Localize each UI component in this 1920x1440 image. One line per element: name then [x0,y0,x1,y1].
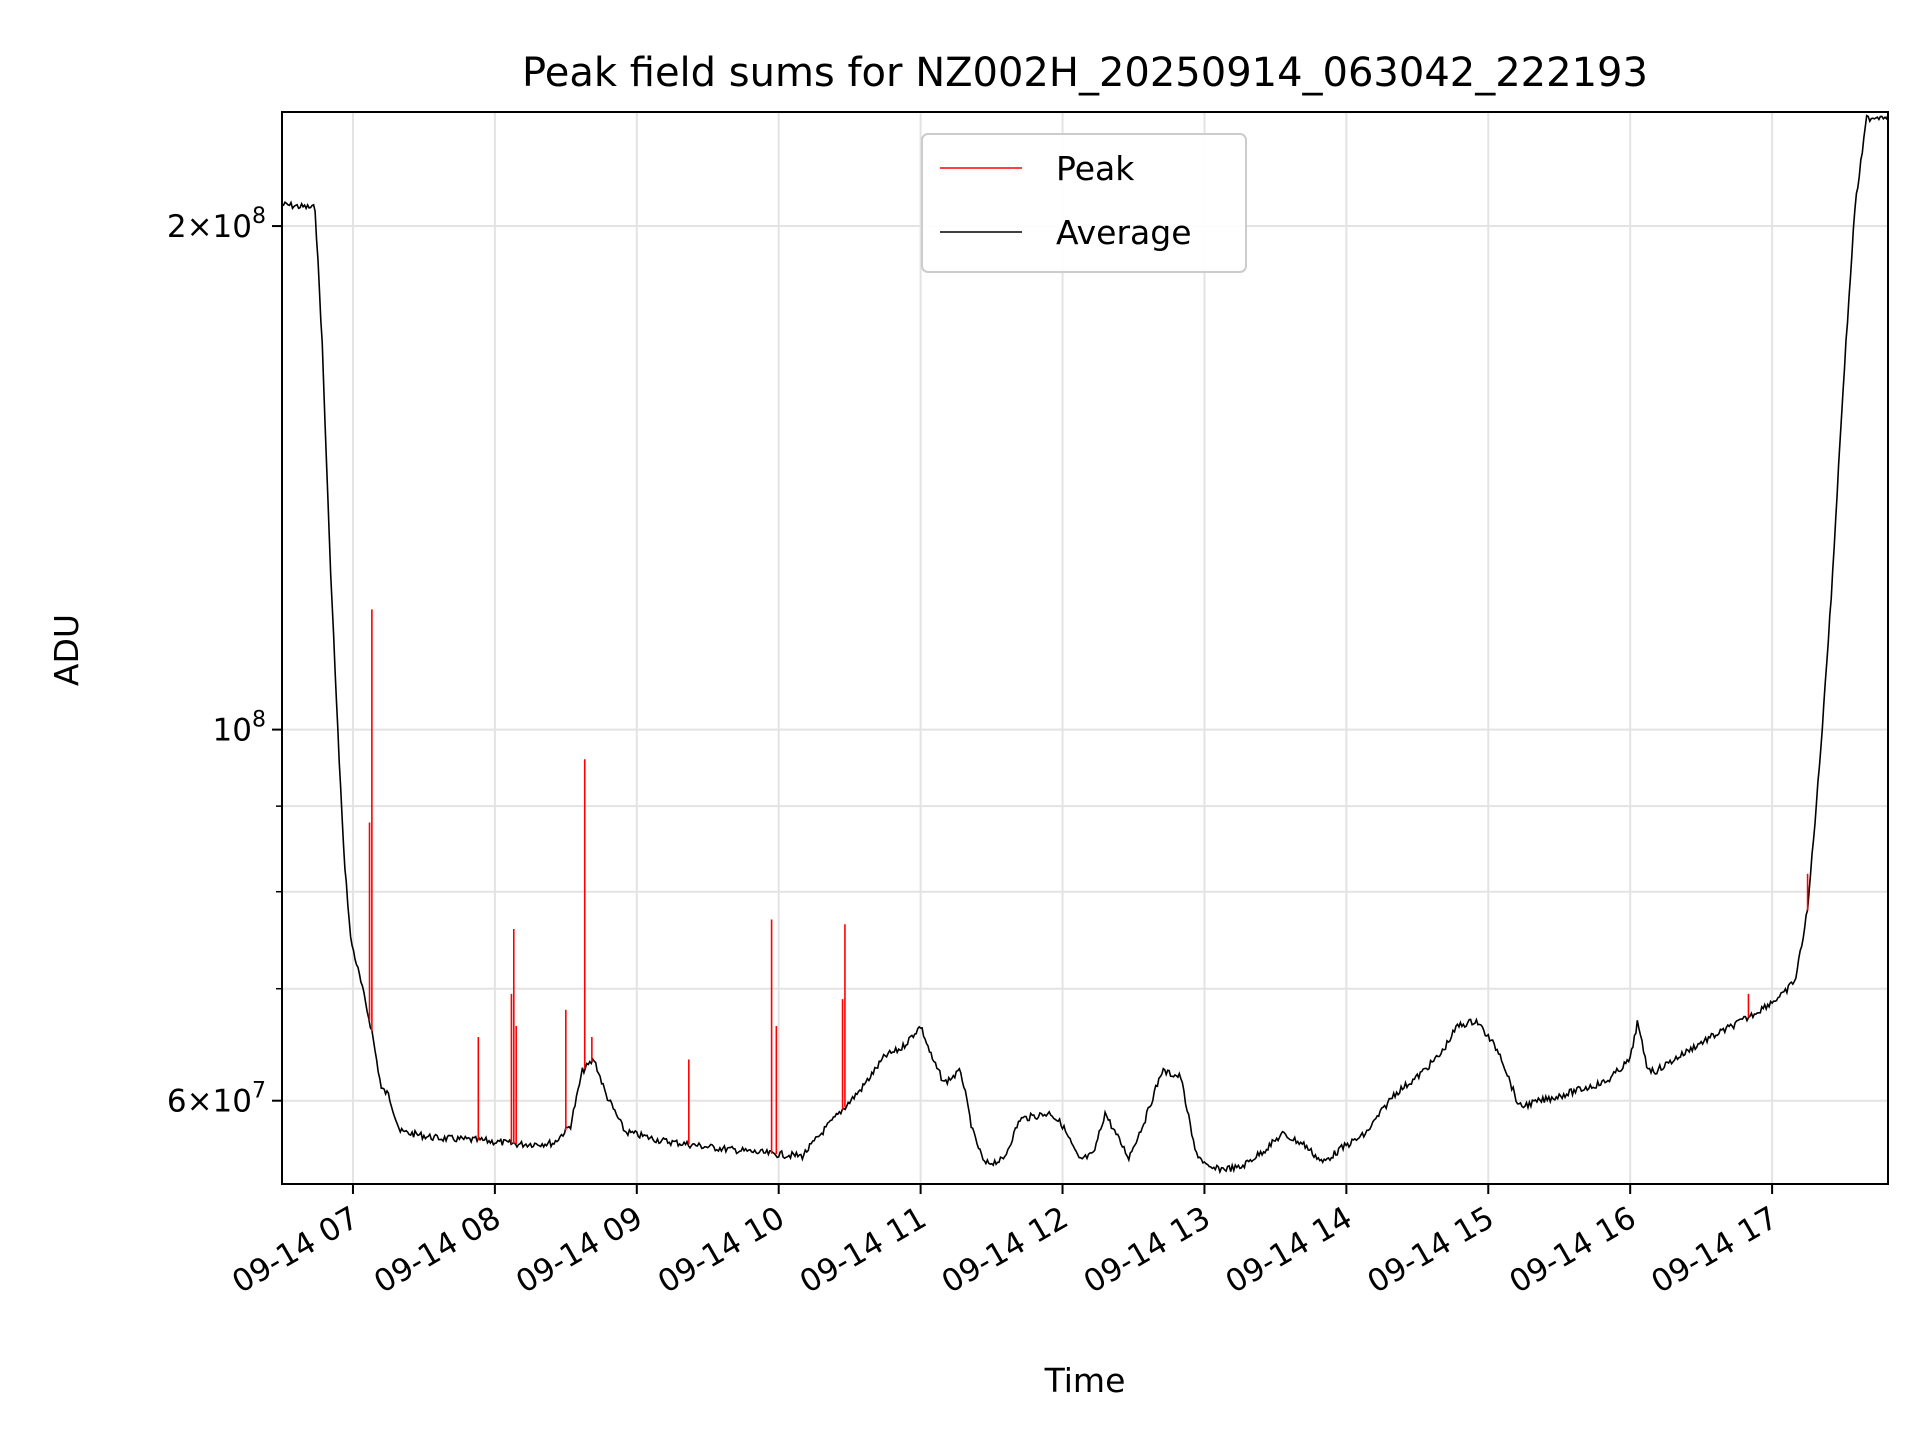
plot-area [282,114,1888,1175]
y-tick-label: 6×107 [167,1079,266,1120]
y-tick-label: 108 [213,708,266,749]
y-tick-label: 2×108 [167,204,266,245]
chart-title: Peak field sums for NZ002H_20250914_0630… [522,50,1648,96]
y-axis: 6×107 108 2×108 [167,204,282,1120]
series-average-line [282,114,1888,1175]
x-axis-label: Time [1044,1361,1126,1400]
legend: Peak Average [921,133,1247,273]
series-peak-spikes [368,609,1809,1155]
legend-label-peak: Peak [1056,149,1135,188]
y-axis-label: ADU [47,614,86,686]
legend-label-average: Average [1056,213,1192,252]
plot-frame [281,111,1889,1185]
